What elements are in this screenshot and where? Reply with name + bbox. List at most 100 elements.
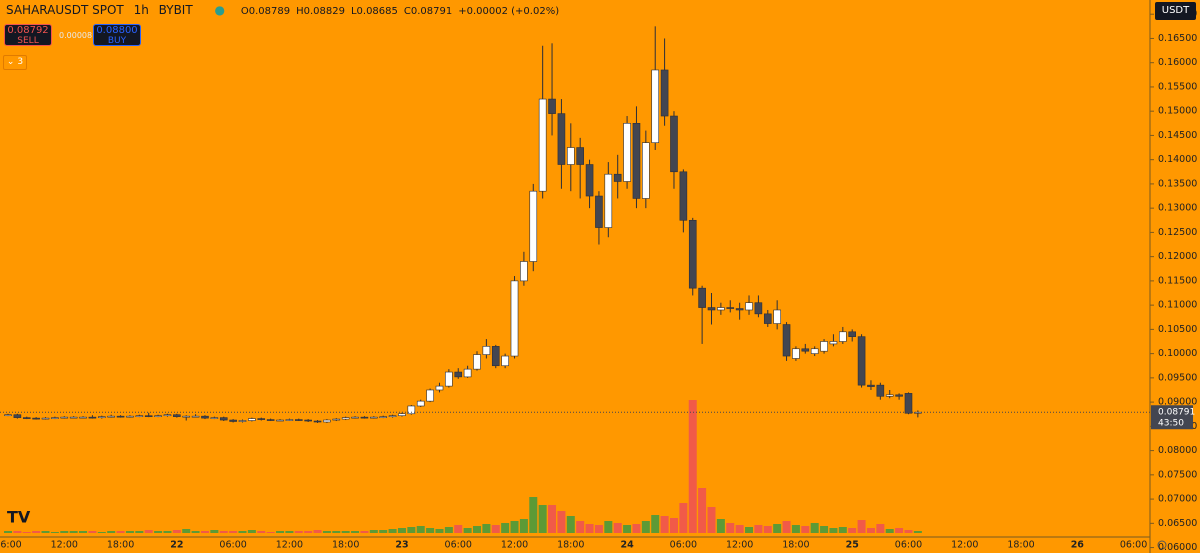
candle-body	[698, 287, 706, 308]
volume-bar	[501, 523, 510, 533]
y-tick-label: 0.09000	[1158, 397, 1197, 408]
candle-body	[604, 173, 613, 228]
y-tick-label: 0.16000	[1158, 57, 1197, 68]
y-tick-label: 0.15000	[1158, 106, 1197, 117]
candle-body	[398, 413, 406, 416]
volume-bar	[557, 511, 566, 533]
candle-body	[660, 69, 669, 117]
volume-bar	[519, 519, 528, 533]
status-dot: ●	[214, 3, 225, 17]
h-label: H	[296, 6, 304, 17]
volume-bar	[229, 531, 238, 533]
candle-body	[248, 418, 256, 421]
candle-body	[79, 416, 87, 419]
candle-body	[557, 113, 566, 165]
candle-body	[754, 302, 763, 315]
volume-bar	[669, 518, 678, 533]
symbol[interactable]: SAHARAUSDT SPOT	[6, 3, 124, 17]
candle-body	[69, 416, 78, 419]
y-tick-label: 0.06500	[1158, 518, 1197, 529]
candle-body	[173, 414, 181, 417]
sell-button[interactable]: 0.08792 SELL	[4, 24, 52, 46]
y-tick-label: 0.13500	[1158, 178, 1197, 189]
x-tick-label: 24	[620, 540, 634, 551]
volume-bar	[510, 521, 519, 533]
collapse-button[interactable]: ⌄ 3	[3, 55, 27, 70]
candle-body	[126, 415, 134, 418]
candle-body	[60, 416, 69, 419]
volume-bar	[351, 531, 360, 533]
volume-bar	[707, 507, 716, 533]
candle-body	[154, 415, 162, 417]
candle-body	[717, 307, 725, 311]
x-tick-label: 12:00	[951, 540, 978, 551]
candle-body	[679, 171, 688, 221]
volume-bar	[50, 532, 59, 533]
sell-label: SELL	[17, 36, 39, 46]
candle-body	[576, 147, 584, 165]
volume-bar	[651, 515, 660, 533]
candle-body	[773, 309, 781, 324]
volume-bar	[745, 527, 754, 533]
settings-icon[interactable]	[1157, 540, 1167, 550]
candle-body	[107, 415, 115, 418]
volume-bar	[473, 526, 481, 533]
candle-body	[445, 371, 453, 387]
candle-body	[651, 69, 660, 143]
candle-body	[341, 417, 350, 420]
volume-bar	[210, 530, 219, 533]
volume-bar	[304, 531, 313, 533]
c-value: 0.08791	[410, 6, 453, 17]
volume-bar	[322, 531, 331, 533]
candle-body	[876, 384, 885, 397]
volume-bar	[679, 503, 688, 533]
candle-body	[454, 371, 463, 378]
volume-bar	[829, 528, 838, 533]
countdown: 43:50	[1158, 419, 1184, 429]
candle-body	[810, 348, 819, 354]
volume-bar	[566, 516, 575, 533]
volume-bar	[426, 528, 435, 533]
x-tick-label: 23	[395, 540, 408, 551]
candle-body	[548, 98, 556, 114]
volume-bar	[632, 524, 641, 533]
candle-body	[22, 417, 31, 419]
change: +0.00002 (+0.02%)	[458, 6, 560, 17]
volume-bar	[397, 528, 406, 533]
c-label: C	[403, 6, 411, 17]
volume-bar	[791, 525, 800, 533]
volume-bar	[32, 531, 41, 533]
volume-bar	[641, 521, 650, 533]
volume-bar	[716, 519, 725, 533]
logo: TV	[7, 508, 31, 527]
candle-body	[520, 261, 528, 282]
volume-bar	[576, 521, 585, 533]
volume-bar	[13, 531, 22, 533]
candle-body	[463, 368, 472, 378]
y-tick-label: 0.14000	[1158, 154, 1197, 165]
y-tick-label: 0.10500	[1158, 324, 1197, 335]
candle-body	[276, 419, 284, 422]
volume-bar	[79, 531, 88, 533]
x-tick-label: 18:00	[1007, 540, 1034, 551]
volume-bar	[735, 525, 744, 533]
candle-body	[210, 417, 219, 419]
interval[interactable]: 1h	[133, 3, 149, 17]
volume-bar	[135, 531, 144, 533]
candle-body	[294, 419, 303, 421]
candle-body	[763, 313, 772, 324]
y-tick-label: 0.06000	[1158, 542, 1197, 553]
currency-button[interactable]: USDT	[1155, 2, 1196, 20]
volume-bar	[660, 516, 669, 533]
candle-body	[529, 190, 538, 262]
buy-button[interactable]: 0.08800 BUY	[93, 24, 141, 46]
last-price-label: 0.08791	[1158, 408, 1195, 418]
buy-price: 0.08800	[96, 25, 138, 36]
candle-body	[360, 416, 369, 419]
volume-bar	[116, 531, 125, 533]
volume-bar	[444, 527, 453, 533]
candle-body	[857, 336, 866, 386]
candle-body	[801, 348, 810, 352]
